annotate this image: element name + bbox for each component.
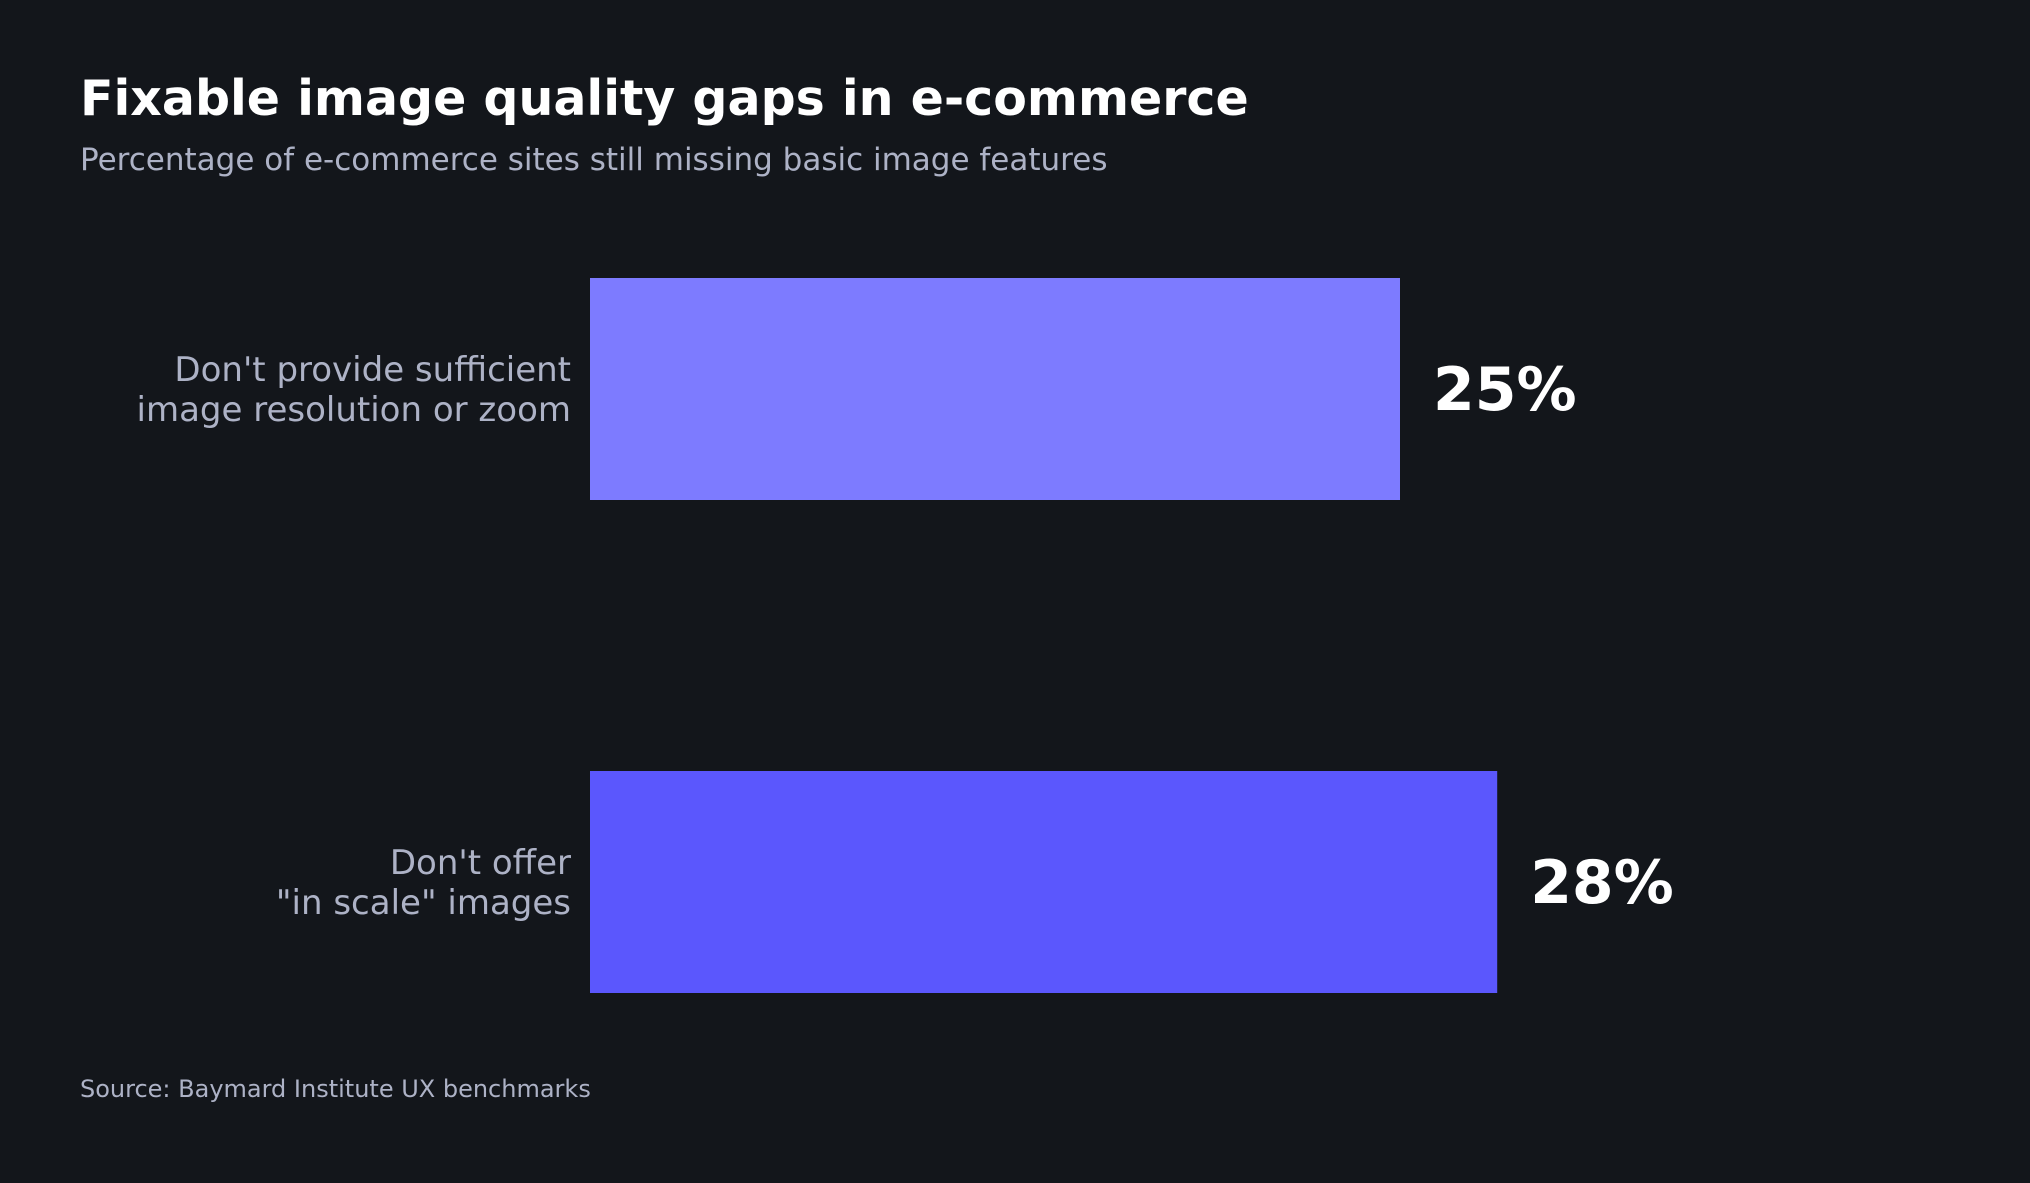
- category-label-line: Don't provide sufficient: [174, 350, 571, 390]
- category-label-1: Don't provide sufficient image resolution…: [137, 350, 571, 430]
- chart-title: Fixable image quality gaps in e-commerce: [80, 70, 1249, 127]
- bar-2: [590, 771, 1498, 993]
- category-label-line: "in scale" images: [276, 883, 571, 923]
- category-label-2: Don't offer "in scale" images: [276, 843, 571, 923]
- value-label-2: 28%: [1530, 848, 1674, 918]
- chart-subtitle: Percentage of e-commerce sites still mis…: [80, 142, 1108, 178]
- chart-source: Source: Baymard Institute UX benchmarks: [80, 1075, 591, 1103]
- value-label-1: 25%: [1433, 355, 1577, 425]
- bar-1: [590, 278, 1400, 500]
- category-label-line: image resolution or zoom: [137, 390, 571, 430]
- category-label-line: Don't offer: [390, 843, 571, 883]
